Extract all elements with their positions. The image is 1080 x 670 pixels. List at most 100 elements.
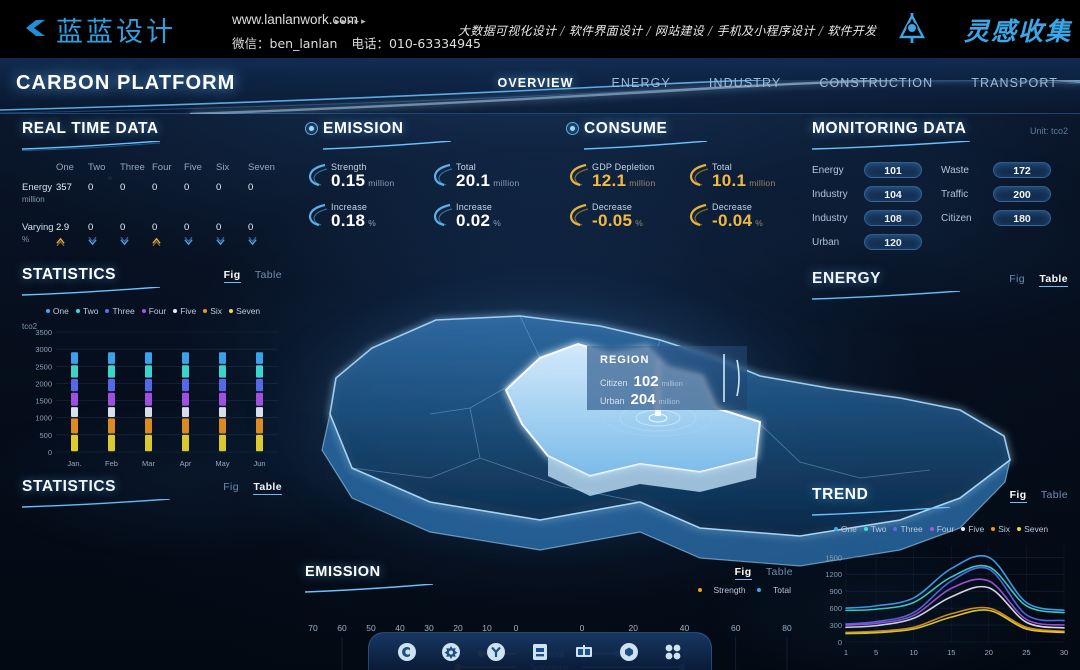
consume-dot-icon: [566, 122, 579, 135]
toggle-fig[interactable]: Fig: [223, 269, 241, 283]
panel-trend-chart: TREND Fig Table One Two Three Four Five …: [812, 486, 1070, 665]
panel-statistics-chart: STATISTICS Fig Table One Two Three Four …: [22, 266, 284, 472]
bar-segment-five: [71, 407, 78, 418]
trend-chart-title: TREND: [812, 486, 869, 503]
factory-icon[interactable]: [574, 642, 594, 662]
nav-item-overview[interactable]: OVERVIEW: [497, 76, 574, 90]
monitoring-label: Waste: [941, 164, 969, 176]
left-axis-tick: 20: [453, 623, 463, 633]
toggle-fig[interactable]: Fig: [734, 566, 752, 580]
statistics-bar-chart: tco2 0 500 1000 1500 2000 2500 3000 3500 Jan. Feb…: [22, 322, 284, 472]
swirl-blue-icon: [433, 203, 453, 226]
kpi-consume-total: Total 10.1 million: [686, 162, 806, 191]
monitoring-value: 172: [993, 162, 1051, 178]
right-axis-tick: 40: [680, 623, 690, 633]
bar-segment-two: [71, 365, 78, 378]
phone-value: 010-63334945: [388, 36, 481, 51]
toggle-table[interactable]: Table: [765, 566, 793, 578]
monitoring-item-industry-2: Industry 108: [812, 210, 941, 226]
kpi-value: 0.15 million: [331, 171, 395, 190]
bar-segment-three: [182, 378, 189, 392]
monitoring-value: 200: [993, 186, 1051, 202]
header-underline-decoration: [323, 141, 452, 150]
rtd-col-five: Five: [184, 162, 202, 173]
kpi-label: Increase: [456, 201, 493, 212]
rtd-value: 0: [88, 182, 94, 193]
y-tick-label: 900: [829, 587, 842, 596]
dashboard-root: REGION Citizen 102 million Urban 204 million…: [0, 58, 1080, 670]
kpi-label: Increase: [331, 201, 368, 212]
document-icon[interactable]: [530, 642, 550, 662]
x-tick-label: Feb: [105, 459, 118, 468]
bar-segment-two: [256, 365, 263, 378]
service-item: 网站建设: [654, 24, 705, 38]
statistics-table-title: STATISTICS: [22, 478, 117, 495]
nav-item-energy[interactable]: ENERGY: [611, 76, 671, 90]
nav-item-industry[interactable]: INDUSTRY: [708, 76, 782, 90]
website-url[interactable]: www.lanlanwork.com: [232, 12, 359, 27]
consume-kpi-title: CONSUME: [584, 120, 668, 137]
bottom-dock-bar: [368, 632, 712, 670]
nav-item-transport[interactable]: TRANSPORT: [971, 76, 1058, 90]
x-tick-label: 1: [844, 648, 848, 657]
legend-item-one: One: [833, 524, 857, 534]
toggle-fig[interactable]: Fig: [1009, 489, 1027, 503]
cloud-icon[interactable]: [397, 642, 417, 662]
x-tick-label: Jun: [253, 459, 265, 468]
toggle-table[interactable]: Table: [1040, 489, 1068, 501]
trend-line-three: [845, 566, 1065, 625]
rtd-value: 0: [184, 182, 190, 193]
trend-down-icon: [184, 237, 193, 246]
y-tick-label: 0: [48, 448, 52, 457]
page-title: CARBON PLATFORM: [16, 72, 236, 94]
kpi-strength: Strength 0.15 million: [305, 162, 430, 191]
gear-icon[interactable]: [441, 642, 461, 662]
toggle-table[interactable]: Table: [253, 481, 282, 495]
nav-item-construction[interactable]: CONSTRUCTION: [819, 76, 934, 90]
y-tick-label: 3000: [35, 345, 52, 354]
right-axis-tick: 80: [782, 623, 792, 633]
monitoring-value: 108: [864, 210, 922, 226]
bar-segment-six: [182, 418, 189, 434]
brand-name-cn: 蓝蓝设计: [56, 17, 176, 48]
toggle-fig[interactable]: Fig: [223, 481, 240, 493]
bar-segment-one: [256, 352, 263, 364]
bar-segment-three: [108, 378, 115, 392]
arrow-dots-icon: ▸▸▸▸▸: [335, 16, 368, 26]
bar-segment-five: [256, 407, 263, 418]
bar-segment-seven: [71, 434, 78, 452]
y-tick-label: 1500: [35, 397, 52, 406]
kpi-unit: million: [629, 178, 656, 188]
swirl-amber-icon: [569, 163, 589, 187]
statistics-chart-title: STATISTICS: [22, 266, 117, 283]
x-tick-label: 10: [909, 648, 917, 657]
kpi-value: 20.1 million: [456, 171, 520, 190]
trend-chart-header: TREND Fig Table: [812, 486, 1070, 516]
bar-segment-five: [145, 407, 152, 418]
bar-segment-two: [145, 365, 152, 378]
bar-segment-three: [219, 378, 226, 392]
energy-table-title: ENERGY: [812, 270, 882, 287]
monitoring-label: Energy: [812, 164, 844, 176]
trend-line-one: [845, 554, 1065, 612]
monitoring-label: Citizen: [941, 212, 972, 224]
toggle-fig[interactable]: Fig: [1009, 273, 1026, 285]
bar-segment-two: [108, 365, 115, 378]
target-icon[interactable]: [486, 642, 506, 662]
swirl-amber-icon: [689, 203, 709, 226]
header-underline-decoration: [22, 141, 161, 151]
monitoring-item-energy: Energy 101: [812, 162, 941, 178]
grid-icon[interactable]: [663, 642, 683, 662]
main-nav-bar: CARBON PLATFORM OVERVIEW ENERGY INDUSTRY…: [0, 58, 1080, 114]
bar-segment-six: [145, 418, 152, 434]
toggle-table[interactable]: Table: [254, 269, 282, 281]
real-time-data-grid: One Two Three Four Five Six Seven Energy…: [22, 162, 284, 246]
legend-item-seven: Seven: [1017, 524, 1048, 534]
toggle-table[interactable]: Table: [1039, 273, 1068, 287]
bar-segment-four: [256, 392, 263, 406]
kpi-value: 12.1 million: [592, 171, 656, 190]
hexagon-icon[interactable]: [619, 642, 639, 662]
x-tick-label: 25: [1022, 648, 1030, 657]
statistics-y-axis-label: tco2: [22, 322, 38, 331]
left-axis-tick: 70: [308, 623, 318, 633]
